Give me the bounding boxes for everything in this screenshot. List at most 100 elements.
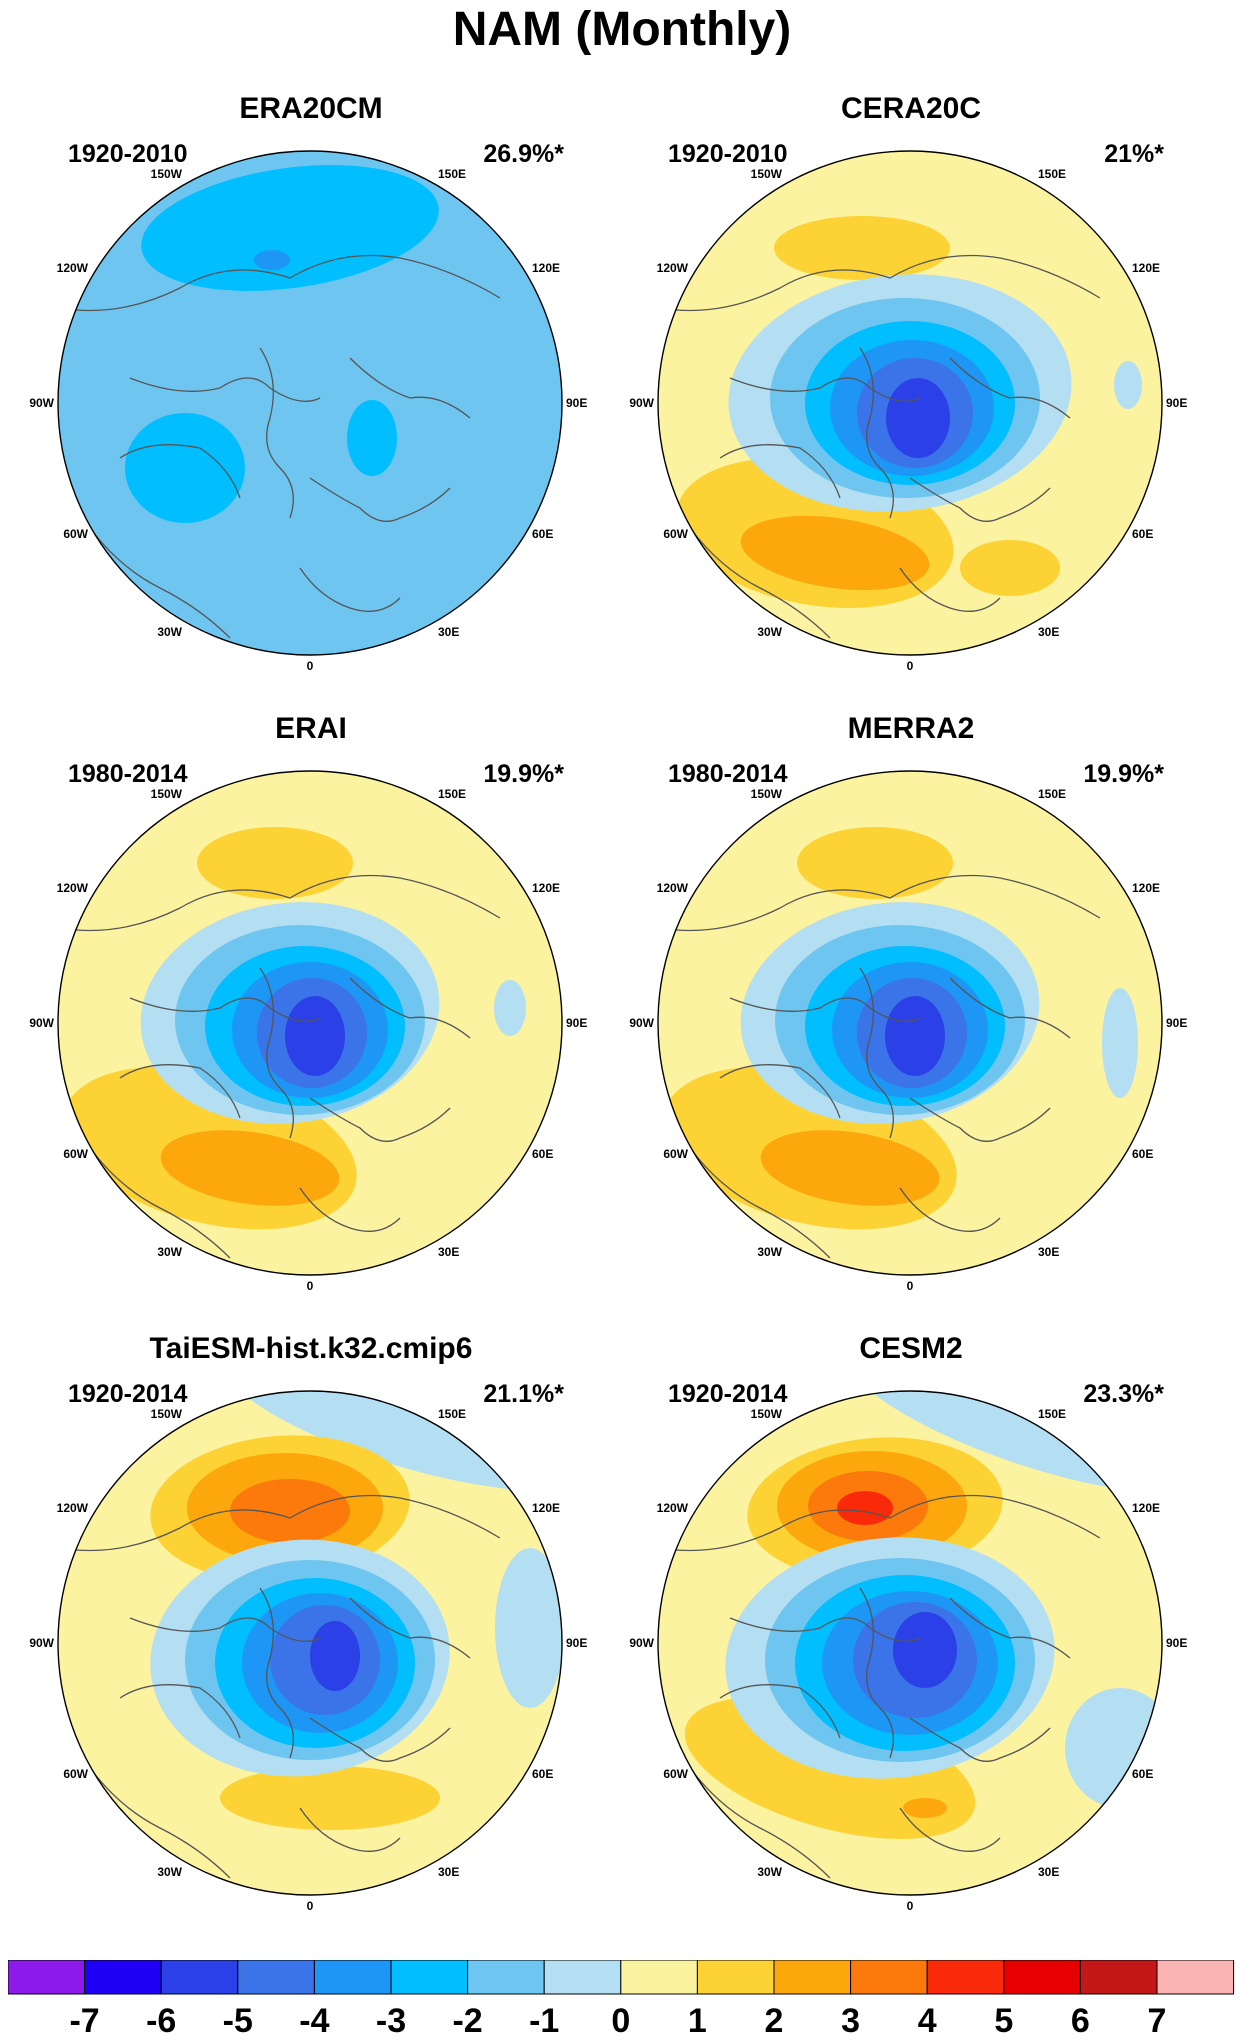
lon-label: 90E (1166, 1636, 1187, 1650)
lon-label: 150E (1038, 1407, 1066, 1421)
anomaly-region (197, 827, 353, 899)
colorbar-swatch (696, 1960, 775, 1995)
anomaly-region (230, 1479, 350, 1543)
lon-label: 30E (438, 1245, 459, 1259)
anomaly-region (893, 1612, 957, 1688)
panel-period: 1920-2014 (668, 1380, 788, 1408)
panel-period: 1980-2014 (668, 760, 788, 788)
panel-variance: 19.9%* (483, 760, 564, 788)
lon-label: 120W (657, 881, 689, 895)
panel-title: CERA20C (840, 92, 982, 125)
map-boundary (57, 150, 563, 656)
colorbar-label: -1 (529, 2002, 560, 2040)
anomaly-region (837, 1491, 893, 1525)
map-boundary (57, 770, 563, 1276)
lon-label: 150W (151, 787, 183, 801)
lon-label: 60W (663, 1767, 688, 1781)
anomaly-region (347, 400, 397, 476)
anomaly-region (760, 1130, 940, 1206)
lon-label: 150W (751, 787, 783, 801)
anomaly-region (310, 1621, 360, 1691)
map-boundary (657, 1390, 1163, 1896)
lon-label: 150W (751, 1407, 783, 1421)
lon-label: 150E (438, 1407, 466, 1421)
lon-label: 60W (63, 1767, 88, 1781)
colorbar-label: -3 (375, 2002, 407, 2040)
coastlines (59, 1494, 501, 1879)
lon-label: 90E (1166, 396, 1187, 410)
lon-label: 150E (1038, 787, 1066, 801)
anomaly-region (220, 1766, 440, 1830)
lon-label: 90E (566, 1016, 587, 1030)
lon-label: 30W (757, 1245, 782, 1259)
colorbar-swatch (84, 1960, 162, 1995)
lon-label: 60W (663, 527, 688, 541)
colorbar-label: -5 (222, 2002, 253, 2040)
lon-label: 60W (663, 1147, 688, 1161)
lon-label: 30W (157, 625, 182, 639)
colorbar-swatch (850, 1960, 928, 1995)
lon-label: 150W (751, 167, 783, 181)
lon-label: 30E (438, 625, 459, 639)
anomaly-region (141, 165, 439, 291)
colorbar-label: 7 (1147, 2002, 1167, 2040)
lon-label: 30E (438, 1865, 459, 1879)
anomaly-region (1102, 988, 1138, 1098)
figure-title: NAM (Monthly) (452, 3, 792, 56)
map-panel-merra2: MERRA2 1980-2014 19.9%* 18 (600, 712, 1222, 1332)
anomaly-region (1114, 361, 1142, 409)
lon-label: 90E (566, 396, 587, 410)
lon-label: 30W (757, 625, 782, 639)
colorbar-swatch (1079, 1960, 1158, 1995)
colorbar-swatch (773, 1960, 852, 1995)
panel-title: TaiESM-hist.k32.cmip6 (149, 1332, 473, 1365)
colorbar-label: 2 (764, 2002, 784, 2040)
lon-label: 150W (151, 167, 183, 181)
coastlines (659, 1494, 1101, 1879)
colorbar-label: 5 (994, 2002, 1014, 2040)
map-panel-era20cm: ERA20CM 1920-2010 26.9%* 180 150E 120E 9… (0, 92, 622, 712)
colorbar-swatch (390, 1960, 469, 1995)
colorbar-swatch (620, 1960, 698, 1995)
map-boundary (657, 150, 1163, 656)
lon-label: 90W (629, 396, 654, 410)
map-panel-cera20c: CERA20C 1920-2010 21%* (600, 92, 1222, 712)
anomaly-region (740, 515, 930, 591)
colorbar-swatch (1156, 1960, 1235, 1995)
anomaly-region (495, 1548, 562, 1708)
colorbar-label: -2 (452, 2002, 483, 2040)
panel-variance: 21%* (1104, 140, 1164, 168)
anomaly-region (886, 378, 950, 458)
polar-map: 180 150E 120E 90E 60E 30E 0 30W 60W 90W … (629, 1390, 1187, 1913)
lon-label: 30E (1038, 625, 1059, 639)
anomaly-region (285, 996, 345, 1076)
lon-label: 30W (757, 1865, 782, 1879)
lon-label: 60W (63, 527, 88, 541)
lon-label: 120E (532, 1501, 560, 1515)
colorbar-label: -4 (299, 2002, 330, 2040)
panel-title: MERRA2 (847, 712, 975, 745)
anomaly-region (1065, 1688, 1162, 1808)
colorbar-label: 0 (611, 2002, 631, 2040)
anomaly-region (797, 827, 953, 899)
panel-variance: 21.1%* (483, 1380, 564, 1408)
panel-title: CESM2 (859, 1332, 963, 1365)
map-boundary (57, 1390, 563, 1896)
anomaly-region (254, 250, 290, 270)
coastlines (659, 254, 1101, 639)
lon-label: 90W (629, 1016, 654, 1030)
lon-label: 120E (532, 881, 560, 895)
panel-period: 1980-2014 (68, 760, 188, 788)
colorbar-label: 4 (917, 2002, 937, 2040)
anomaly-region (885, 996, 945, 1076)
lon-label: 0 (907, 1279, 914, 1293)
panel-title: ERAI (275, 712, 347, 745)
colorbar-swatch (8, 1960, 86, 1995)
polar-map: 180 150E 120E 90E 60E 30E 0 30W 60W 90W … (29, 770, 587, 1293)
colorbar-label: 6 (1070, 2002, 1090, 2040)
colorbar-label: -6 (146, 2002, 177, 2040)
anomaly-region (903, 1798, 947, 1818)
lon-label: 0 (307, 659, 314, 673)
lon-label: 90W (29, 1016, 54, 1030)
lon-label: 120E (1132, 881, 1160, 895)
